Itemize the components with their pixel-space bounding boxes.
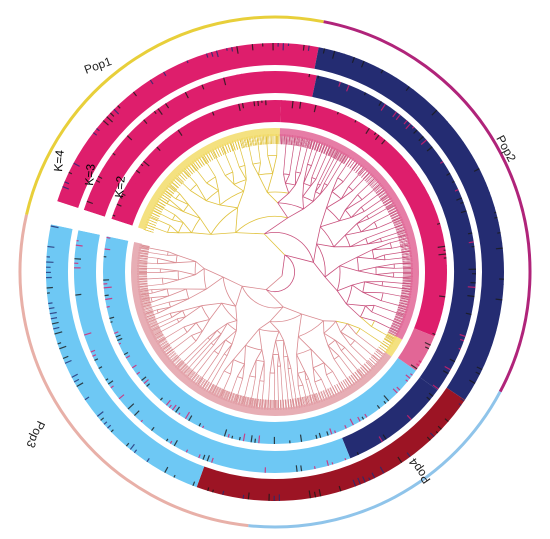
ring-k2-segment-3 <box>397 327 435 371</box>
ring-k2-gap <box>105 218 134 242</box>
ring-k2-segment-2 <box>280 100 447 337</box>
ring-k3-segment-3 <box>341 377 438 459</box>
ring-k4-admixture-ticks <box>46 42 504 502</box>
tip-color-band <box>131 128 419 416</box>
tip-band-segment-4 <box>131 242 392 416</box>
tip-band-segment-1 <box>138 128 281 230</box>
ring-k2-admixture-ticks <box>103 100 448 444</box>
pop-arc-3 <box>248 391 502 529</box>
k4-label: K=4 <box>51 149 67 172</box>
structure-rings <box>46 42 504 502</box>
ring-k3-segment-4 <box>74 230 351 473</box>
pop1-label: Pop1 <box>82 54 113 77</box>
ring-k4-segment-2 <box>314 47 504 401</box>
tip-band-segment-3 <box>384 335 403 357</box>
ring-k2-segment-1 <box>111 100 281 226</box>
ring-k3-segment-1 <box>83 71 317 217</box>
pop-arc-4 <box>18 214 249 528</box>
ring-k2-segment-4 <box>103 236 416 444</box>
ring-k4-gap <box>50 200 80 230</box>
pop-arc-1 <box>25 15 324 215</box>
k3-label: K=3 <box>82 163 98 186</box>
ring-k2 <box>103 100 448 444</box>
tip-band-segment-2 <box>279 128 419 340</box>
ring-k3-admixture-ticks <box>73 71 477 473</box>
k2-label: K=2 <box>112 175 128 198</box>
pop4-label: Pop4 <box>406 455 434 486</box>
ring-k3-gap <box>77 209 106 236</box>
ring-k4 <box>46 42 504 502</box>
pop-arc-2 <box>323 20 532 393</box>
ring-k3-segment-2 <box>312 75 476 391</box>
ring-k4-segment-1 <box>57 43 319 209</box>
ring-k4-segment-3 <box>196 387 465 501</box>
ring-k4-segment-4 <box>46 224 205 488</box>
ring-k3 <box>73 71 477 473</box>
population-arcs <box>18 15 532 529</box>
pop3-label: Pop3 <box>23 419 48 451</box>
